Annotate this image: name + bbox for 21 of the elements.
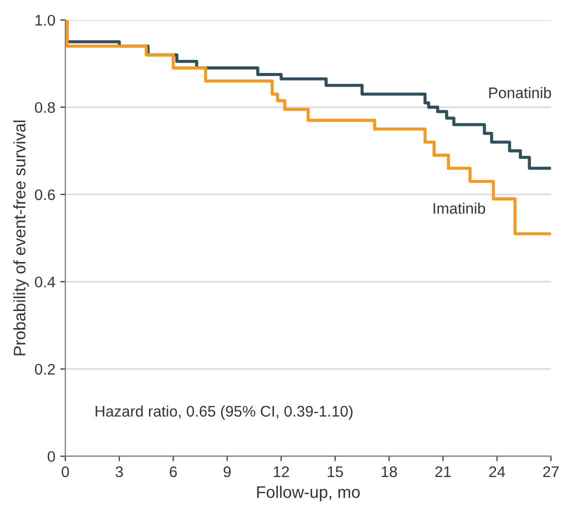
x-tick-label: 3 <box>116 466 123 478</box>
x-tick-label: 21 <box>435 466 451 478</box>
x-tick-label: 24 <box>489 466 506 478</box>
x-tick-label: 6 <box>170 466 177 478</box>
x-tick-label: 18 <box>382 466 397 478</box>
annotation: Hazard ratio, 0.65 (95% CI, 0.39-1.10) <box>96 405 353 420</box>
series-label: Imatinib <box>434 202 486 214</box>
x-tick-label: 0 <box>62 466 69 478</box>
y-tick-label: 0.2 <box>34 364 55 375</box>
x-tick-label: 9 <box>224 466 231 478</box>
x-axis-title: Follow-up, mo <box>257 486 360 502</box>
y-tick-label: 0 <box>48 451 55 462</box>
y-tick-label: 0.6 <box>34 189 55 200</box>
series-label: Ponatinib <box>489 86 552 98</box>
x-tick-label: 15 <box>328 466 343 478</box>
x-tick-label: 27 <box>543 466 559 478</box>
y-tick-label: 1.0 <box>36 14 55 26</box>
x-tick-label: 12 <box>274 466 289 478</box>
y-tick-label: 0.8 <box>34 102 55 113</box>
y-axis-title: Probability of event-free survival <box>13 120 29 356</box>
y-tick-label: 0.4 <box>34 276 56 288</box>
